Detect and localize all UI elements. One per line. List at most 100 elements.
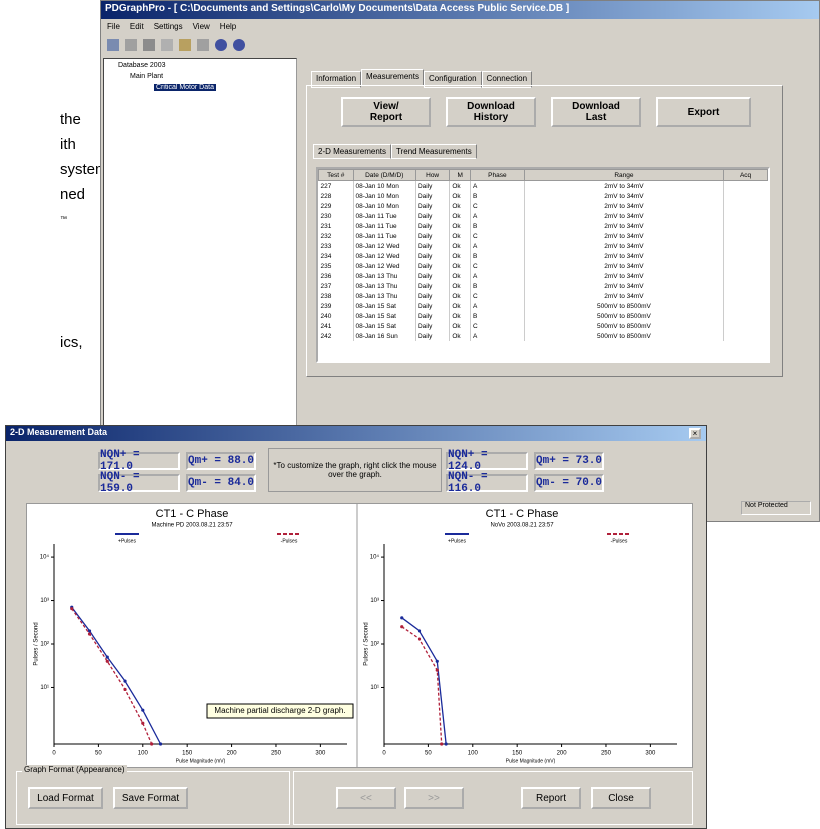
dialog-button[interactable]: Report <box>521 787 581 809</box>
bg-line: the <box>60 112 81 127</box>
table-cell: 08-Jan 15 Sat <box>353 311 415 321</box>
x-tick-label: 300 <box>315 751 326 757</box>
dialog-title: 2-D Measurement Data <box>6 426 706 441</box>
legend-label: +Pulses <box>118 538 136 544</box>
dialog-button[interactable]: Save Format <box>113 787 188 809</box>
tool-icon[interactable] <box>215 39 227 51</box>
table-cell: A <box>471 181 525 192</box>
table-cell: A <box>471 301 525 311</box>
table-frame: Test #Date (D/M/D)HowMPhaseRangeAcq22708… <box>316 167 770 363</box>
tool-icon[interactable] <box>161 39 173 51</box>
table-cell: 2mV to 34mV <box>524 281 723 291</box>
table-cell: 238 <box>319 291 354 301</box>
point <box>106 660 109 663</box>
annotation: Machine partial discharge 2-D graph. <box>214 706 345 715</box>
table-cell: Ok <box>450 281 471 291</box>
table-cell: Daily <box>415 291 449 301</box>
toolbar-button[interactable]: Download History <box>446 97 536 127</box>
point <box>141 709 144 712</box>
dialog-button[interactable]: << <box>336 787 396 809</box>
table-cell: 229 <box>319 201 354 211</box>
point <box>150 742 153 745</box>
column-header[interactable]: Date (D/M/D) <box>353 170 415 181</box>
column-header[interactable]: M <box>450 170 471 181</box>
header-row: Test #Date (D/M/D)HowMPhaseRangeAcq <box>319 170 768 181</box>
y-tick-label: 10⁴ <box>370 554 380 561</box>
table-cell: Daily <box>415 251 449 261</box>
point <box>88 629 91 632</box>
menu-bar: File Edit Settings View Help <box>107 22 236 31</box>
menu-item[interactable]: File <box>107 22 120 31</box>
table-cell: 232 <box>319 231 354 241</box>
tool-icon[interactable] <box>233 39 245 51</box>
stat-box: NQN+ = 124.0 <box>446 452 528 470</box>
column-header[interactable]: How <box>415 170 449 181</box>
tool-icon[interactable] <box>179 39 191 51</box>
toolbar-button[interactable]: View/ Report <box>341 97 431 127</box>
table-cell: Ok <box>450 331 471 341</box>
tree-item[interactable]: Database 2003 <box>118 62 165 69</box>
tree-item[interactable]: Critical Motor Data <box>154 84 216 91</box>
tab[interactable]: Measurements <box>361 69 424 86</box>
table-cell: Daily <box>415 211 449 221</box>
dialog-button[interactable]: Close <box>591 787 651 809</box>
tree-item[interactable]: Main Plant <box>130 73 163 80</box>
column-header[interactable]: Phase <box>471 170 525 181</box>
point <box>88 632 91 635</box>
column-header[interactable]: Test # <box>319 170 354 181</box>
dialog-button[interactable]: >> <box>404 787 464 809</box>
table-cell: 2mV to 34mV <box>524 231 723 241</box>
close-x[interactable]: × <box>689 428 701 439</box>
table-cell: 239 <box>319 301 354 311</box>
menu-item[interactable]: Help <box>220 22 236 31</box>
toolbar-button[interactable]: Download Last <box>551 97 641 127</box>
column-header[interactable]: Acq <box>724 170 768 181</box>
subtab[interactable]: Trend Measurements <box>391 144 477 159</box>
column-header[interactable]: Range <box>524 170 723 181</box>
stat-box: Qm+ = 88.0 <box>186 452 256 470</box>
menu-item[interactable]: Edit <box>130 22 144 31</box>
tool-icon[interactable] <box>197 39 209 51</box>
x-tick-label: 200 <box>227 751 238 757</box>
point <box>440 742 443 745</box>
table-cell: 240 <box>319 311 354 321</box>
table-cell: 08-Jan 11 Tue <box>353 231 415 241</box>
tool-icon[interactable] <box>125 39 137 51</box>
menu-item[interactable]: View <box>193 22 210 31</box>
toolbar-button[interactable]: Export <box>656 97 751 127</box>
table-cell: 2mV to 34mV <box>524 211 723 221</box>
tool-icon[interactable] <box>107 39 119 51</box>
x-tick-label: 50 <box>425 751 432 757</box>
menu-item[interactable]: Settings <box>154 22 183 31</box>
table-cell: 2mV to 34mV <box>524 271 723 281</box>
table-cell: 241 <box>319 321 354 331</box>
table-cell: 08-Jan 12 Wed <box>353 261 415 271</box>
dialog-button[interactable]: Load Format <box>28 787 103 809</box>
x-axis-label: Pulse Magnitude (mV) <box>176 758 226 764</box>
trend-table: Test #Date (D/M/D)HowMPhaseRangeAcq22708… <box>318 169 768 341</box>
tool-icon[interactable] <box>143 39 155 51</box>
table-cell: 500mV to 8500mV <box>524 311 723 321</box>
dialog: 2-D Measurement Data × NQN+ = 171.0Qm+ =… <box>5 425 707 829</box>
subtab[interactable]: 2-D Measurements <box>313 144 391 159</box>
table-cell: C <box>471 231 525 241</box>
point <box>418 637 421 640</box>
stat-box: Qm- = 70.0 <box>534 474 604 492</box>
